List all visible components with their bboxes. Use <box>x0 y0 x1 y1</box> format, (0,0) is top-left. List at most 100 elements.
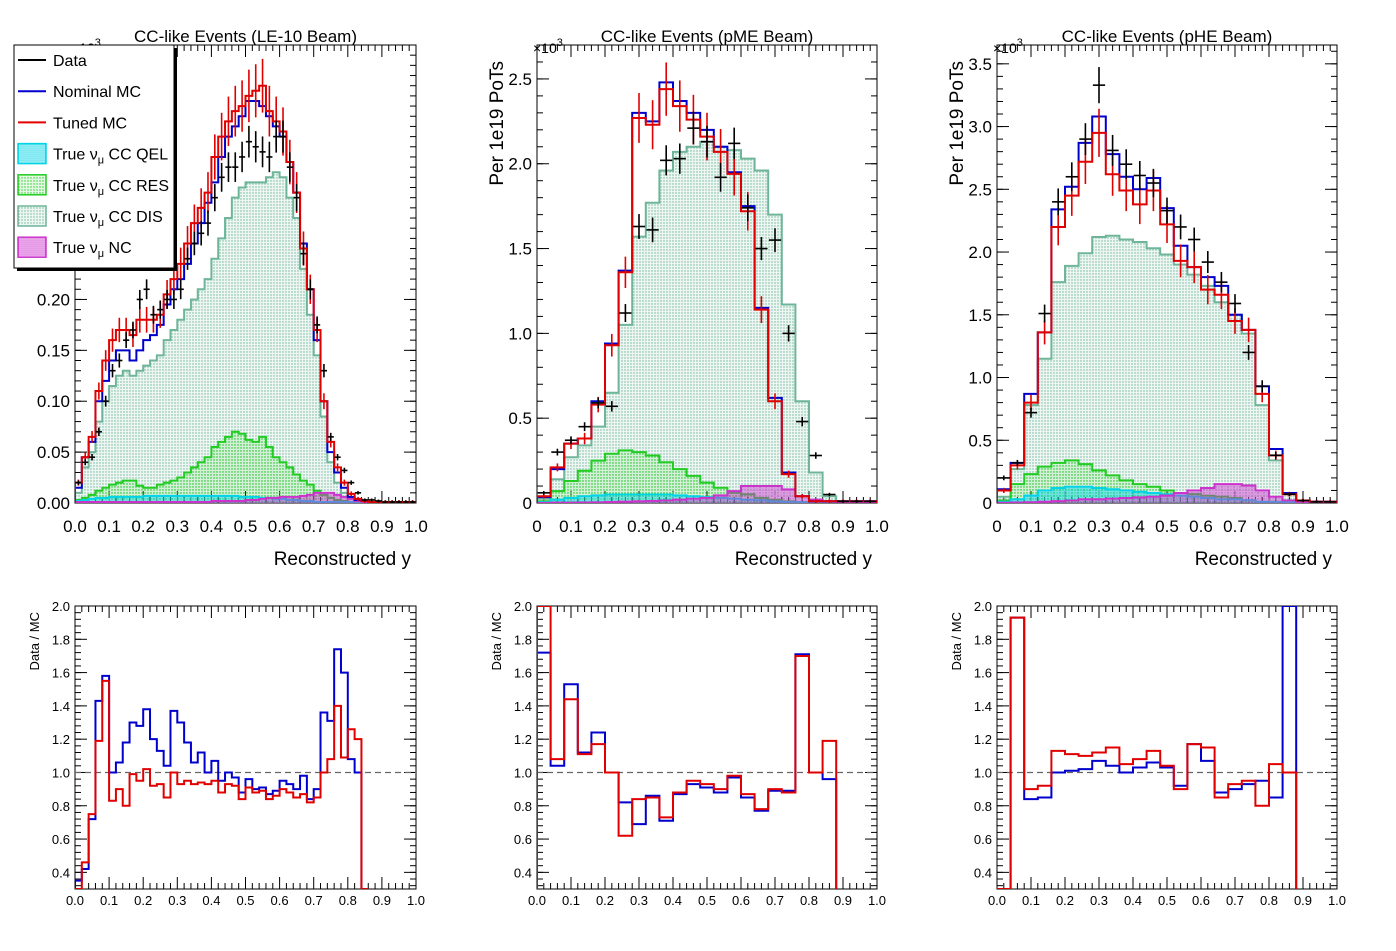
x-tick-label: 0.1 <box>562 893 580 908</box>
x-tick-label: 0.6 <box>271 893 289 908</box>
x-tick-label: 0.3 <box>1090 893 1108 908</box>
ratio-nominal <box>997 606 1298 889</box>
y-tick-label: 0.4 <box>514 865 532 880</box>
x-tick-label: 0.9 <box>1294 893 1312 908</box>
y-axis-label: Data / MC <box>27 612 42 671</box>
x-tick-label: 0.0 <box>63 517 87 536</box>
hist-nc <box>997 483 1337 503</box>
y-tick-label: 0.5 <box>508 409 532 428</box>
legend-suffix: CC RES <box>104 178 169 195</box>
y-tick-label: 0.6 <box>52 832 70 847</box>
y-exponent: ×103 <box>533 37 563 56</box>
x-tick-label: 0.2 <box>131 517 155 536</box>
x-tick-label: 0.4 <box>1121 517 1145 536</box>
hist-dis <box>997 234 1337 503</box>
x-tick-label: 1.0 <box>1325 517 1349 536</box>
y-tick-label: 0.4 <box>52 865 70 880</box>
legend-subscript: μ <box>98 217 104 229</box>
y-tick-label: 1.0 <box>52 765 70 780</box>
x-tick-label: 1.0 <box>404 517 428 536</box>
y-tick-label: 1.5 <box>968 306 992 325</box>
y-tick-label: 1.0 <box>974 765 992 780</box>
x-tick-label: 0.7 <box>766 893 784 908</box>
legend: Data Nominal MC Tuned MC True νμ CC QEL True… <box>13 44 177 271</box>
x-tick-label: 0.5 <box>236 893 254 908</box>
x-tick-label: 0.1 <box>1022 893 1040 908</box>
y-tick-label: 0.00 <box>37 494 70 513</box>
y-exponent: ×103 <box>993 37 1023 56</box>
y-tick-label: 1.6 <box>974 666 992 681</box>
x-tick-label: 0.3 <box>165 517 189 536</box>
y-tick-label: 1.8 <box>514 632 532 647</box>
x-tick-label: 0.0 <box>528 893 546 908</box>
x-tick-label: 0.3 <box>1087 517 1111 536</box>
y-tick-label: 1.0 <box>968 369 992 388</box>
y-tick-label: 1.8 <box>974 632 992 647</box>
legend-label: Tuned MC <box>53 115 127 132</box>
hist-dis <box>537 140 877 503</box>
x-tick-label: 0.1 <box>559 517 583 536</box>
chart-title: CC-like Events (LE-10 Beam) <box>134 27 357 46</box>
chart-title: CC-like Events (pHE Beam) <box>1062 27 1273 46</box>
legend-suffix: CC DIS <box>104 209 163 226</box>
x-tick-label: 0.5 <box>1155 517 1179 536</box>
plot-frame <box>74 605 417 890</box>
legend-label: True νμ CC RES <box>53 178 169 198</box>
y-tick-label: 2.0 <box>968 243 992 262</box>
y-tick-label: 0.6 <box>974 832 992 847</box>
x-tick-label: 0.5 <box>1158 893 1176 908</box>
y-tick-label: 1.2 <box>974 732 992 747</box>
x-tick-label: 0.1 <box>97 517 121 536</box>
y-axis-label: Data / MC <box>489 612 504 671</box>
x-tick-label: 0.1 <box>100 893 118 908</box>
y-tick-label: 1.4 <box>52 699 70 714</box>
y-axis-label: Data / MC <box>949 612 964 671</box>
legend-label: Nominal MC <box>53 84 141 101</box>
y-tick-label: 1.0 <box>508 324 532 343</box>
y-tick-label: 0.10 <box>37 392 70 411</box>
x-tick-label: 0.4 <box>661 517 685 536</box>
x-tick-label: 0.9 <box>370 517 394 536</box>
x-tick-label: 0.4 <box>202 893 220 908</box>
ratio-panel-3: 0.0 0.1 0.2 0.3 0.4 0.5 0.6 0.7 0.8 0.9 1.0 0.4 0.6 0… <box>949 599 1346 908</box>
legend-subscript: μ <box>98 186 104 198</box>
x-tick-label: 0.8 <box>1257 517 1281 536</box>
y-axis-label: Per 1e19 PoTs <box>947 61 968 186</box>
y-tick-label: 1.0 <box>514 765 532 780</box>
y-tick-label: 2.0 <box>52 599 70 614</box>
legend-subscript: μ <box>98 155 104 167</box>
plot-frame <box>536 605 878 890</box>
y-exponent-power: 3 <box>557 37 563 49</box>
ratio-nominal <box>75 648 369 889</box>
x-tick-label: 0.3 <box>168 893 186 908</box>
y-tick-label: 0.20 <box>37 290 70 309</box>
x-tick-label: 1.0 <box>407 893 425 908</box>
y-tick-label: 1.6 <box>514 666 532 681</box>
legend-subscript: μ <box>98 248 104 260</box>
legend-label: True νμ CC QEL <box>53 147 168 167</box>
y-tick-label: 1.4 <box>974 699 992 714</box>
y-tick-label: 0.15 <box>37 341 70 360</box>
y-exponent-power: 3 <box>95 37 101 49</box>
legend-suffix: CC QEL <box>104 147 168 164</box>
x-tick-label: 0.2 <box>1056 893 1074 908</box>
legend-label: Data <box>53 53 87 70</box>
x-tick-label: 0.2 <box>1053 517 1077 536</box>
y-tick-label: 0.8 <box>514 799 532 814</box>
x-tick-label: 0.9 <box>831 517 855 536</box>
x-tick-label: 0.9 <box>834 893 852 908</box>
y-tick-label: 1.2 <box>514 732 532 747</box>
x-tick-label: 0.0 <box>66 893 84 908</box>
x-tick-label: 0.6 <box>1192 893 1210 908</box>
y-tick-label: 2.0 <box>974 599 992 614</box>
y-tick-label: 3.0 <box>968 118 992 137</box>
y-exponent-power: 3 <box>1017 37 1023 49</box>
y-tick-label: 0.8 <box>974 799 992 814</box>
hist-tuned <box>75 84 416 503</box>
chart-title: CC-like Events (pME Beam) <box>601 27 814 46</box>
y-axis-label: Per 1e19 PoTs <box>487 61 508 186</box>
legend-swatch-fill <box>17 142 47 165</box>
ratio-panel-1: 0.0 0.1 0.2 0.3 0.4 0.5 0.6 0.7 0.8 0.9 1.0 0.4 0.6 0… <box>27 599 425 908</box>
ratio-tuned <box>75 679 369 889</box>
